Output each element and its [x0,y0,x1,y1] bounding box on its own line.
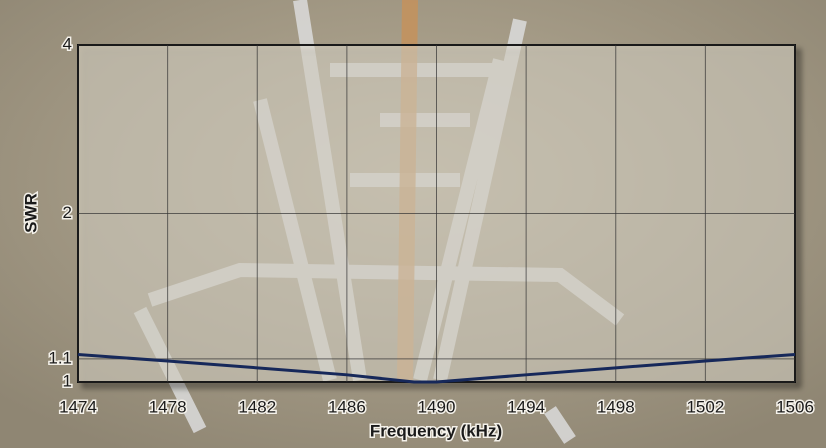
x-tick-label: 1474 [59,397,97,416]
x-tick-label: 1498 [597,397,635,416]
x-tick-label: 1502 [686,397,724,416]
y-tick-label: 4 [63,34,72,53]
x-tick-label: 1482 [238,397,276,416]
y-tick-label: 1 [63,371,72,390]
y-tick-label: 1.1 [48,348,72,367]
x-tick-label: 1478 [149,397,187,416]
chart: Frequency (kHz) SWR 1 1.1 2 4 1474 1478 1482 14… [0,0,826,448]
x-tick-label: 1494 [507,397,545,416]
x-tick-label: 1486 [328,397,366,416]
y-tick-label: 2 [63,203,72,222]
x-tick-label: 1490 [418,397,456,416]
x-tick-label: 1506 [776,397,814,416]
x-axis-title: Frequency (kHz) [370,421,502,440]
y-axis-title: SWR [21,193,40,233]
